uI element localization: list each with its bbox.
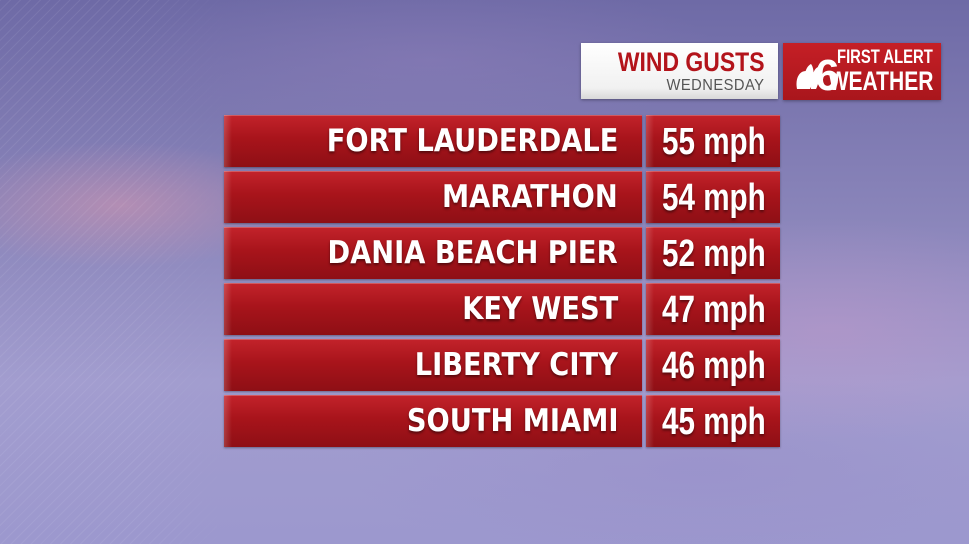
location-name: DANIA BEACH PIER — [327, 235, 618, 271]
gust-speed: 46 mph — [662, 345, 766, 387]
gust-speed: 47 mph — [662, 289, 766, 331]
gust-speed: 54 mph — [662, 177, 766, 219]
table-row: LIBERTY CITY 46 mph — [224, 339, 780, 391]
location-name: MARATHON — [442, 179, 618, 215]
gust-speed: 52 mph — [662, 233, 766, 275]
speed-cell: 47 mph — [646, 283, 780, 335]
title-panel: WIND GUSTS WEDNESDAY — [581, 43, 778, 99]
table-row: KEY WEST 47 mph — [224, 283, 780, 335]
location-cell: DANIA BEACH PIER — [224, 227, 642, 279]
location-name: LIBERTY CITY — [414, 347, 618, 383]
gust-speed: 45 mph — [662, 401, 766, 443]
table-row: MARATHON 54 mph — [224, 171, 780, 223]
speed-cell: 45 mph — [646, 395, 780, 447]
graphic-title: WIND GUSTS — [617, 47, 764, 77]
speed-cell: 55 mph — [646, 115, 780, 167]
table-row: FORT LAUDERDALE 55 mph — [224, 115, 780, 167]
location-name: FORT LAUDERDALE — [326, 123, 618, 159]
speed-cell: 46 mph — [646, 339, 780, 391]
location-name: SOUTH MIAMI — [406, 403, 618, 439]
brand-weather: WEATHER — [828, 66, 933, 96]
table-row: DANIA BEACH PIER 52 mph — [224, 227, 780, 279]
location-cell: SOUTH MIAMI — [224, 395, 642, 447]
location-cell: MARATHON — [224, 171, 642, 223]
graphic-subtitle: WEDNESDAY — [666, 77, 764, 94]
speed-cell: 54 mph — [646, 171, 780, 223]
brand-first-alert: FIRST ALERT — [837, 47, 933, 68]
station-logo: 6 FIRST ALERT WEATHER — [783, 43, 941, 100]
table-row: SOUTH MIAMI 45 mph — [224, 395, 780, 447]
background-stripes — [0, 0, 230, 544]
location-cell: KEY WEST — [224, 283, 642, 335]
location-cell: LIBERTY CITY — [224, 339, 642, 391]
gust-speed: 55 mph — [662, 121, 766, 163]
wind-gust-table: FORT LAUDERDALE 55 mph MARATHON 54 mph D… — [224, 115, 780, 451]
channel-number: 6 — [815, 51, 839, 95]
nbc-peacock-icon: 6 — [796, 51, 839, 95]
location-cell: FORT LAUDERDALE — [224, 115, 642, 167]
location-name: KEY WEST — [461, 291, 618, 327]
speed-cell: 52 mph — [646, 227, 780, 279]
